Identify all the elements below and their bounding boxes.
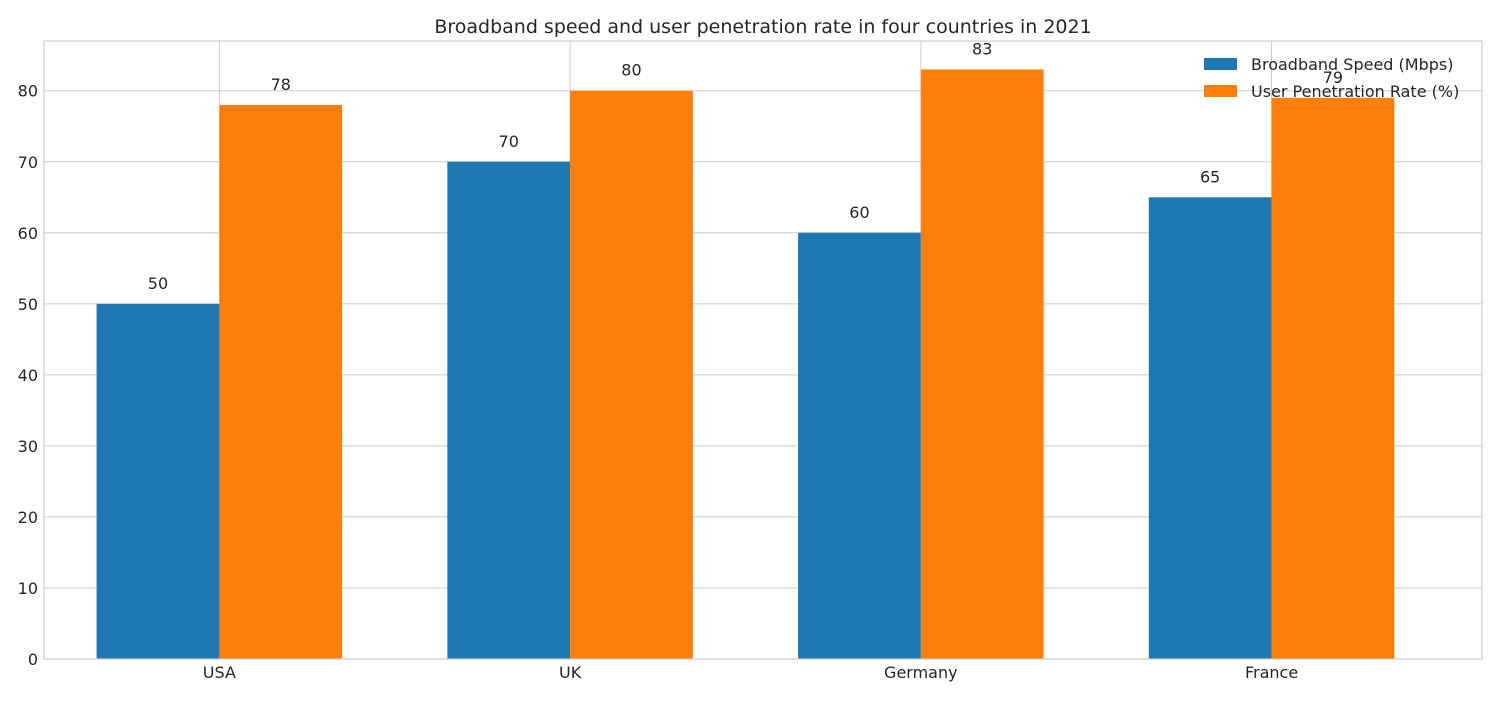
data-label: 80 — [621, 61, 641, 80]
y-tick-label: 40 — [18, 366, 38, 385]
bar-broadband-speed — [96, 303, 220, 659]
y-tick-label: 0 — [28, 650, 38, 669]
bar-user-penetration-rate — [570, 90, 693, 660]
legend: Broadband Speed (Mbps) User Penetration … — [1204, 55, 1459, 101]
axis-layer: 0 10 20 30 40 50 60 70 80 USA UK Germany France — [18, 40, 1483, 682]
data-label: 50 — [148, 274, 168, 293]
y-tick-label: 80 — [18, 82, 38, 101]
data-label: 78 — [271, 75, 291, 94]
data-labels-layer: 50 70 60 65 78 80 83 79 — [148, 39, 1343, 292]
bar-broadband-speed — [798, 232, 921, 660]
x-tick-label: France — [1245, 663, 1298, 682]
data-label: 65 — [1200, 167, 1220, 186]
legend-label-user-penetration-rate: User Penetration Rate (%) — [1251, 82, 1459, 101]
chart-title: Broadband speed and user penetration rat… — [434, 16, 1091, 38]
bars-layer — [96, 69, 1395, 660]
plot-frame — [43, 40, 1483, 660]
legend-label-broadband-speed: Broadband Speed (Mbps) — [1251, 55, 1453, 74]
bar-user-penetration-rate — [920, 69, 1044, 659]
y-tick-label: 20 — [18, 508, 38, 527]
x-tick-label: Germany — [884, 663, 958, 682]
data-label: 79 — [1323, 68, 1343, 87]
bar-user-penetration-rate — [219, 104, 343, 660]
y-tick-label: 30 — [18, 437, 38, 456]
data-label: 70 — [499, 132, 519, 151]
bar-broadband-speed — [447, 161, 571, 660]
y-tick-label: 10 — [18, 579, 38, 598]
y-tick-label: 60 — [18, 224, 38, 243]
data-label: 83 — [972, 39, 992, 58]
x-tick-label: UK — [559, 663, 582, 682]
bar-broadband-speed — [1148, 197, 1272, 659]
x-tick-label: USA — [203, 663, 236, 682]
data-label: 60 — [849, 203, 869, 222]
legend-swatch-user-penetration-rate — [1204, 85, 1237, 97]
y-tick-label: 70 — [18, 153, 38, 172]
y-tick-label: 50 — [18, 295, 38, 314]
bar-user-penetration-rate — [1271, 97, 1395, 660]
legend-swatch-broadband-speed — [1204, 58, 1237, 70]
